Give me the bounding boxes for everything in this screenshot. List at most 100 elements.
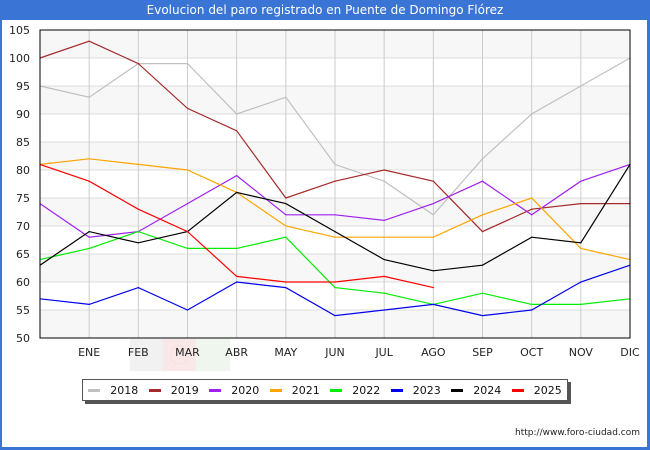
data-point-2022 [137,231,139,233]
data-point-2023 [432,303,434,305]
data-point-2018 [481,158,484,160]
data-point-2021 [285,225,287,227]
data-point-2021 [383,236,385,238]
x-tick-label: FEB [128,346,149,359]
data-point-2019 [531,208,533,210]
data-point-2023 [236,281,238,283]
y-tick-label: 105 [9,24,30,37]
legend-item-2025: 2025 [511,383,562,397]
data-point-2022 [481,292,484,294]
data-point-2020 [334,214,336,216]
x-tick-label: JUL [374,346,393,359]
source-url[interactable]: http://www.foro-ciudad.com [515,428,640,438]
data-point-2023 [137,287,139,289]
data-point-2024 [481,264,484,266]
data-point-2024 [137,242,139,244]
y-tick-label: 50 [16,332,30,345]
data-point-2018 [88,96,90,98]
data-point-2025 [285,281,287,283]
legend-item-2024: 2024 [451,384,501,397]
data-point-2021 [531,197,533,199]
data-point-2022 [580,303,582,305]
data-point-2019 [383,169,385,171]
data-point-2019 [285,197,287,199]
data-point-2025 [432,287,434,289]
data-point-2020 [285,214,287,216]
data-point-2018 [334,163,336,165]
data-point-2020 [481,180,484,182]
legend-swatch [148,388,161,392]
data-point-2024 [580,242,582,244]
data-point-2025 [137,208,139,210]
plot-border [39,29,631,339]
data-point-2018 [580,85,582,87]
flag-watermark [130,339,230,371]
data-point-2020 [236,175,238,177]
y-tick-label: 75 [16,192,30,205]
data-point-2022 [88,247,90,249]
y-tick-label: 80 [16,164,30,177]
legend-label: 2019 [170,383,199,397]
legend-item-2019: 2019 [148,383,199,397]
data-point-2021 [334,236,336,238]
data-point-2018 [432,214,434,216]
data-point-2022 [285,236,287,238]
data-point-2024 [383,259,385,261]
data-point-2020 [186,203,189,205]
y-tick-label: 70 [16,220,30,233]
data-point-2025 [186,231,189,233]
data-point-2019 [236,130,238,132]
y-tick-label: 85 [16,136,30,149]
legend-label: 2020 [231,383,260,397]
data-point-2020 [432,203,434,205]
data-point-2023 [383,309,385,311]
data-point-2025 [383,275,385,277]
x-tick-label: ENE [78,346,100,359]
data-point-2019 [334,180,336,182]
data-point-2018 [186,63,189,65]
legend-item-2018: 2018 [88,384,138,397]
data-point-2023 [88,303,90,305]
data-point-2020 [383,219,385,221]
data-point-2021 [481,214,484,216]
data-point-2022 [186,247,189,249]
legend-item-2020: 2020 [209,384,259,397]
data-point-2024 [334,231,336,233]
data-point-2024 [432,270,434,272]
x-tick-label: JUN [324,346,345,359]
data-point-2019 [186,107,189,109]
data-point-2019 [481,231,484,233]
chart-legend: 2018 2019 2020 2021 2022 2023 2024 2025 [82,379,568,401]
legend-label: 2024 [473,383,502,397]
x-tick-label: DIC [620,346,640,359]
legend-swatch [330,388,343,392]
data-point-2019 [432,180,434,182]
chart-title: Evolucion del paro registrado en Puente … [146,3,504,17]
legend-label: 2025 [533,383,562,397]
data-point-2019 [580,203,582,205]
y-tick-label: 95 [16,80,30,93]
legend-swatch [451,388,464,392]
y-tick-label: 60 [16,276,30,289]
data-point-2023 [531,309,533,311]
data-point-2022 [334,287,336,289]
data-point-2024 [285,203,287,205]
data-point-2021 [137,163,139,165]
x-tick-label: ABR [225,346,248,359]
data-point-2020 [531,214,533,216]
data-point-2020 [580,180,582,182]
y-tick-label: 55 [16,304,30,317]
x-tick-label: AGO [421,346,446,359]
legend-label: 2021 [291,383,320,397]
data-point-2018 [236,113,238,115]
data-point-2023 [580,281,582,283]
data-point-2018 [531,113,533,115]
legend-swatch [511,388,524,392]
data-point-2024 [236,191,238,193]
data-point-2019 [137,63,139,65]
data-point-2019 [88,40,90,42]
y-tick-label: 100 [9,52,30,65]
y-tick-label: 65 [16,248,30,261]
legend-label: 2022 [352,383,381,397]
